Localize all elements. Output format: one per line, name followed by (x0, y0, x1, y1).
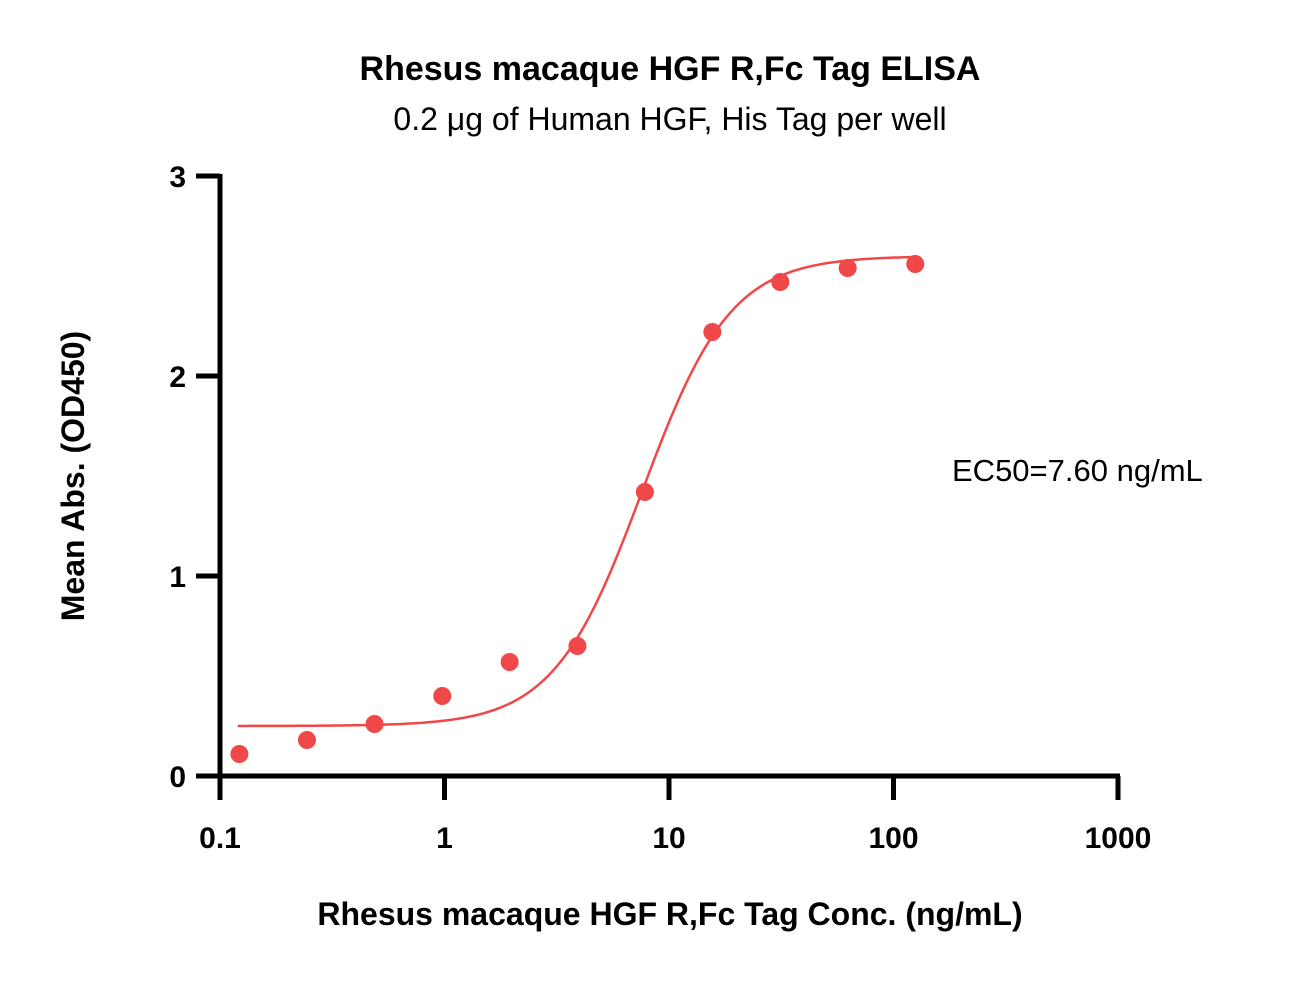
data-point (703, 323, 722, 341)
x-tick-label: 1 (436, 822, 453, 855)
fit-curve (237, 255, 916, 728)
data-point (500, 653, 519, 671)
data-point (297, 731, 316, 749)
data-point (230, 745, 249, 763)
fit-curve-layer (237, 255, 916, 728)
data-points-layer (230, 255, 925, 763)
data-point (568, 637, 587, 655)
chart-subtitle: 0.2 μg of Human HGF, His Tag per well (393, 101, 946, 137)
x-axis-label: Rhesus macaque HGF R,Fc Tag Conc. (ng/mL… (317, 896, 1022, 932)
chart-title: Rhesus macaque HGF R,Fc Tag ELISA (360, 50, 981, 88)
y-tick-label: 3 (169, 161, 186, 194)
x-tick-label: 100 (868, 822, 918, 855)
data-point (635, 483, 654, 501)
x-tick-label: 0.1 (199, 822, 241, 855)
x-tick-label: 10 (652, 822, 685, 855)
data-point (771, 273, 790, 291)
data-point (906, 255, 925, 273)
y-tick-label: 2 (169, 361, 186, 394)
y-tick-label: 0 (169, 761, 186, 794)
data-point (838, 259, 857, 277)
tick-labels-layer: 0 1 2 3 0.1 1 10 100 1000 (169, 161, 1151, 855)
ec50-annotation: EC50=7.60 ng/mL (952, 453, 1203, 488)
y-tick-label: 1 (169, 561, 186, 594)
y-axis-label: Mean Abs. (OD450) (55, 331, 91, 621)
data-point (433, 687, 452, 705)
x-tick-label: 1000 (1085, 822, 1152, 855)
data-point (365, 715, 384, 733)
axes (196, 173, 1121, 800)
